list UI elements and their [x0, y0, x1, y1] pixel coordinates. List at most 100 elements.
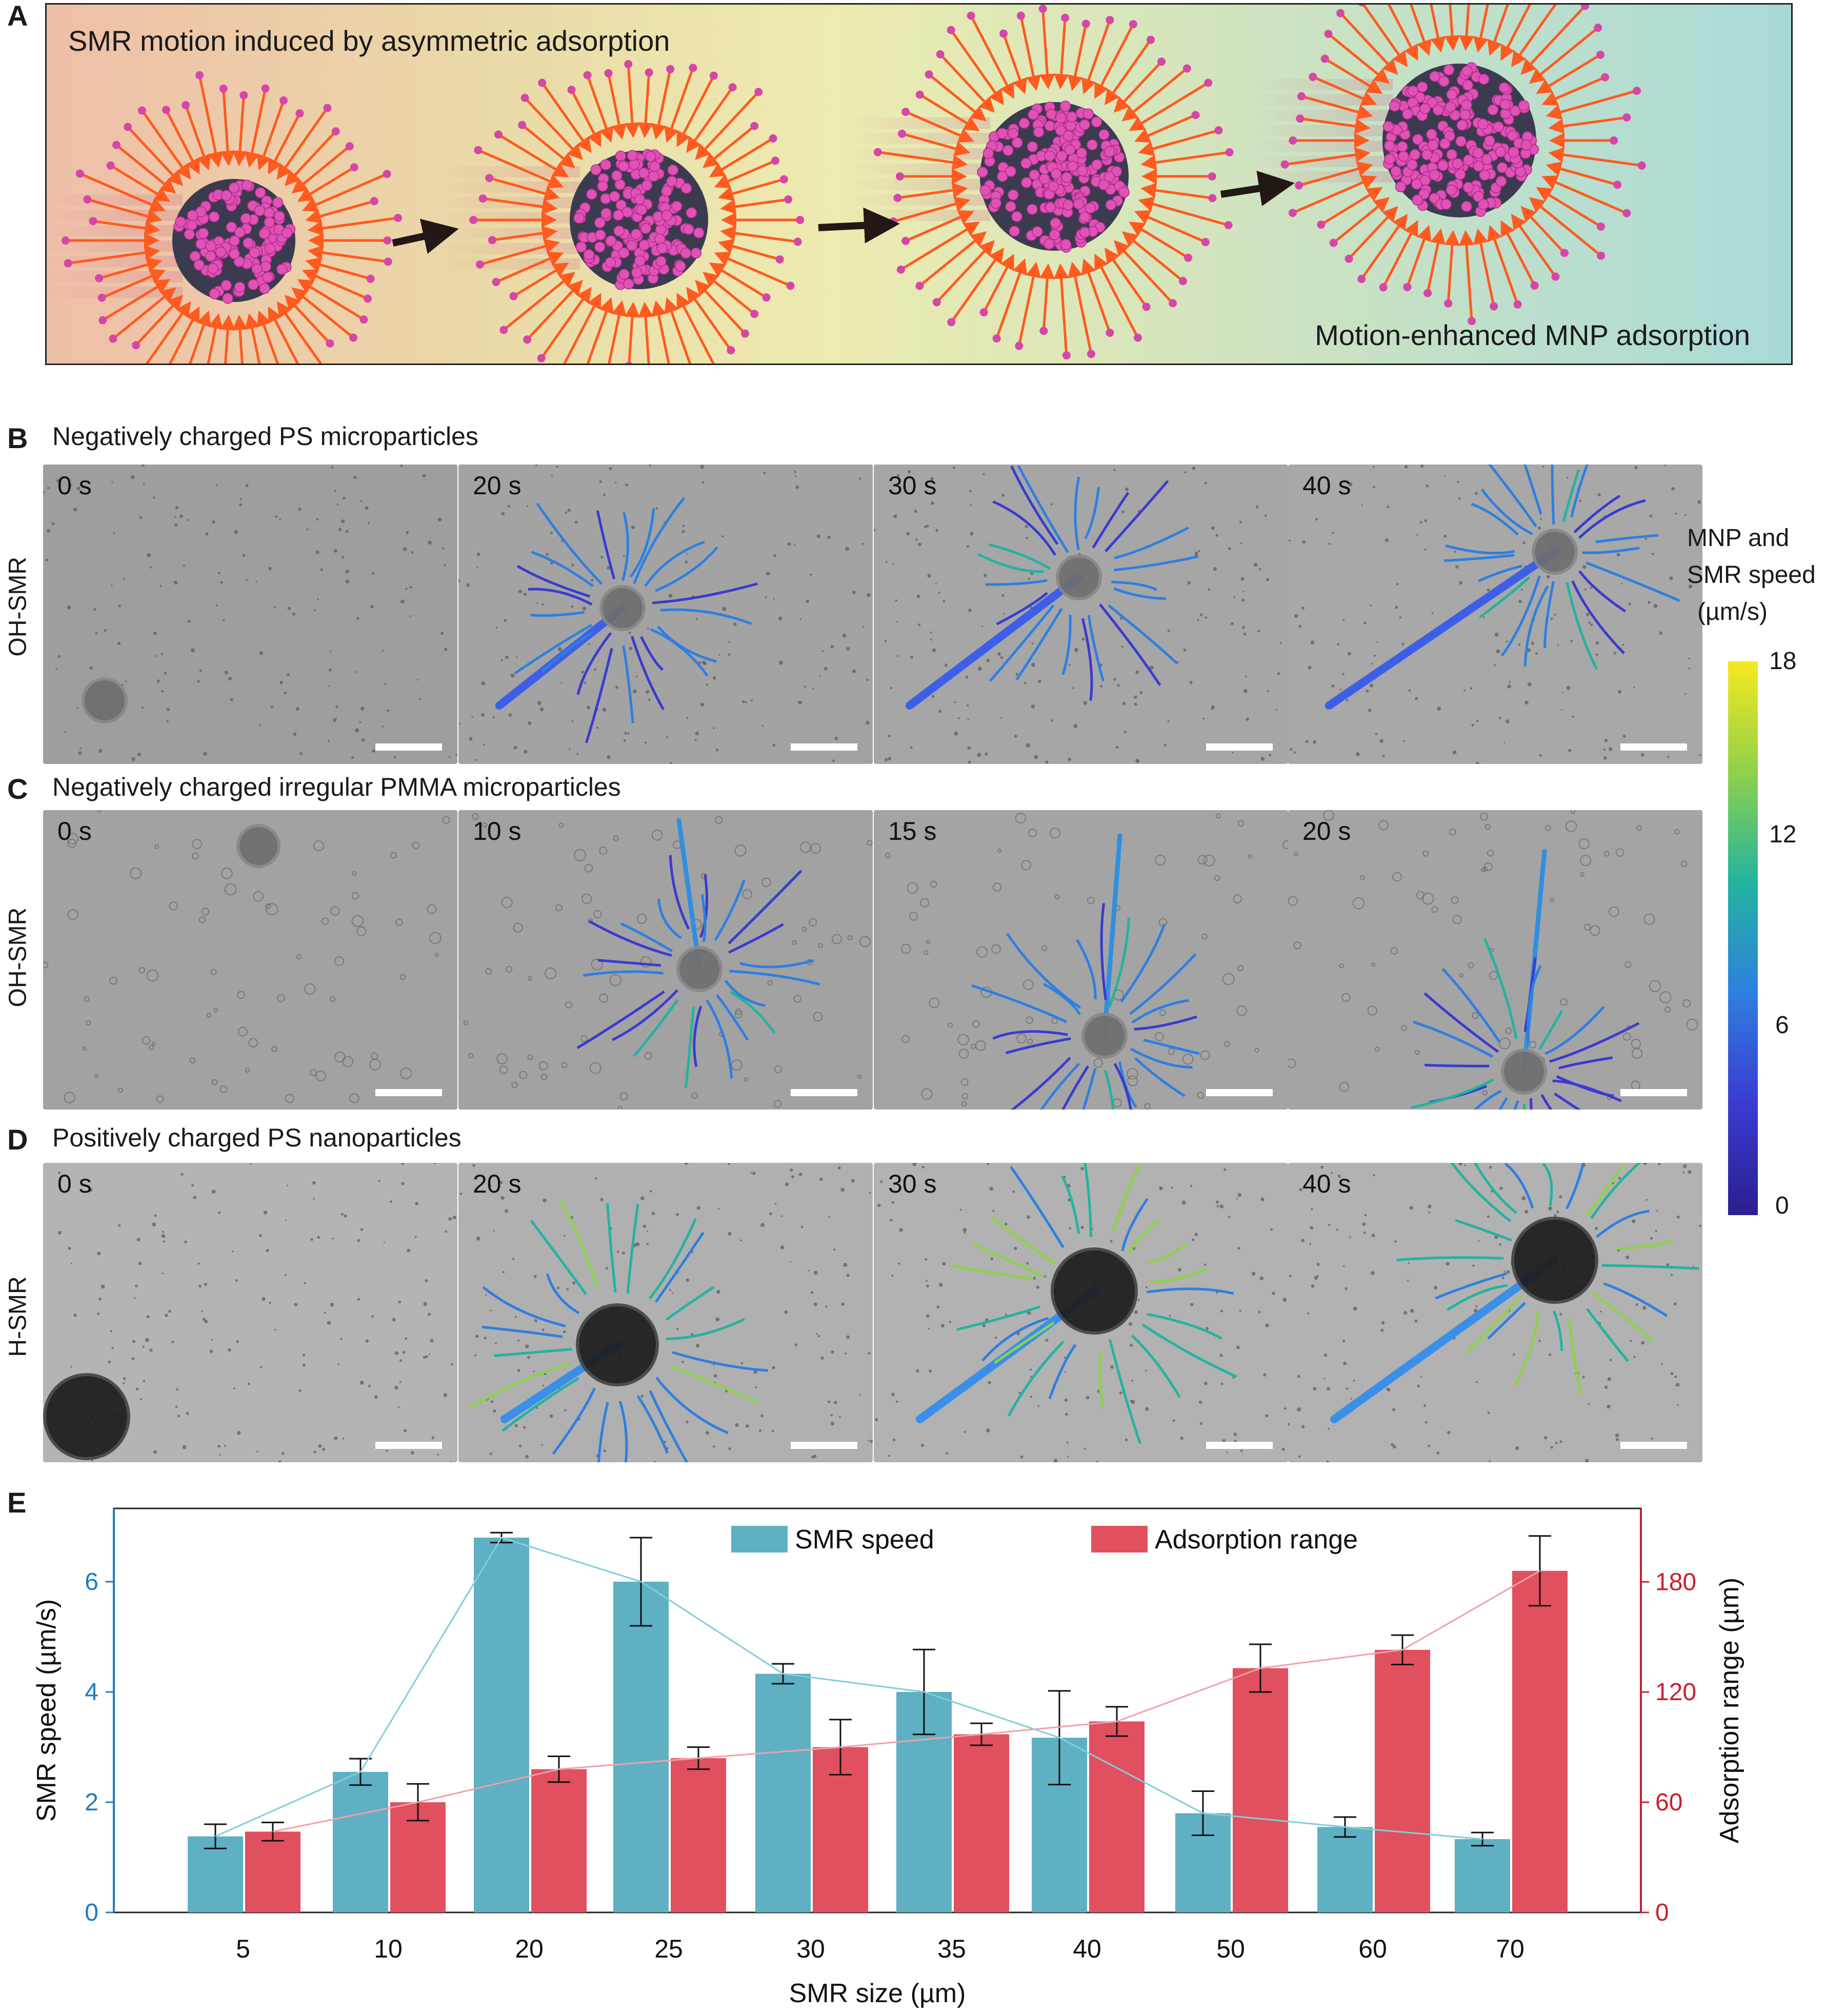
background-particle [434, 1163, 436, 1164]
background-particle [142, 1345, 145, 1348]
background-particle [1073, 724, 1078, 728]
background-particle [989, 1186, 993, 1191]
background-particle [1289, 539, 1291, 542]
mnp-particle [1015, 341, 1024, 350]
background-particle [218, 572, 221, 575]
background-particle [394, 1351, 399, 1355]
background-particle [518, 1444, 522, 1447]
background-particle [1356, 752, 1360, 756]
background-particle [1125, 487, 1129, 491]
mnp-trajectory [951, 1264, 1034, 1281]
background-particle [755, 1386, 757, 1389]
mnp-trajectory [1558, 1056, 1613, 1070]
background-particle [175, 1405, 178, 1408]
mnp-particle [106, 161, 115, 170]
mnp-particle [1060, 238, 1072, 250]
background-particle [733, 622, 737, 626]
x-tick-label: 10 [374, 1934, 403, 1963]
mnp-particle [779, 175, 788, 184]
background-particle [1080, 1167, 1084, 1171]
mnp-particle [1295, 181, 1303, 190]
mnp-particle [611, 170, 623, 182]
background-particle [109, 976, 117, 985]
background-particle [1649, 514, 1653, 517]
background-particle [274, 1328, 276, 1331]
adsorption-arrow [714, 251, 791, 287]
mnp-particle [1379, 283, 1388, 292]
x-tick-label: 60 [1358, 1934, 1387, 1963]
adsorption-arrow [982, 253, 1014, 313]
mnp-particle [1008, 189, 1019, 200]
background-particle [1681, 860, 1688, 868]
background-particle [1499, 1037, 1511, 1050]
adsorption-arrow [664, 67, 694, 143]
background-particle [1328, 1427, 1330, 1430]
background-particle [1288, 1423, 1290, 1426]
mnp-particle [1208, 172, 1216, 180]
background-particle [501, 512, 505, 516]
background-particle [935, 529, 938, 532]
background-particle [1449, 829, 1456, 836]
background-particle [302, 1363, 306, 1367]
background-particle [810, 843, 821, 854]
background-particle [1650, 1237, 1653, 1240]
mnp-particle [1182, 64, 1191, 73]
mnp-particle [567, 86, 576, 94]
background-particle [1086, 1396, 1090, 1400]
background-particle [209, 1349, 213, 1353]
mnp-trajectory [1111, 580, 1157, 591]
background-particle [1168, 1047, 1175, 1055]
mnp-particle [641, 179, 653, 191]
mnp-trajectory [1473, 1090, 1502, 1110]
adsorption-arrow [703, 125, 755, 169]
mnp-particle [478, 194, 487, 203]
background-particle [180, 1173, 184, 1176]
mnp-particle [932, 298, 941, 307]
background-particle [298, 1389, 302, 1393]
mnp-trajectory [1443, 554, 1515, 562]
background-particle [772, 1366, 775, 1369]
background-particle [1215, 813, 1221, 819]
background-particle [574, 520, 578, 524]
background-particle [1499, 1243, 1502, 1246]
adsorption-arrow [232, 314, 248, 403]
smr-particle [599, 585, 646, 631]
background-particle [1556, 1211, 1559, 1214]
background-particle [423, 1302, 428, 1306]
mnp-particle [1129, 20, 1137, 29]
background-particle [502, 1271, 505, 1274]
background-particle [787, 542, 791, 546]
background-particle [1310, 640, 1315, 644]
adsorption-arrow [1140, 183, 1213, 199]
background-particle [1607, 1377, 1611, 1381]
background-particle [1167, 629, 1170, 632]
mnp-trajectory [1540, 1094, 1553, 1110]
background-particle [1327, 1387, 1330, 1390]
background-particle [930, 631, 932, 634]
background-particle [201, 908, 210, 916]
background-particle [790, 1168, 793, 1172]
background-particle [1392, 1445, 1396, 1449]
mnp-particle [741, 329, 750, 338]
mnp-particle [251, 263, 263, 275]
mnp-particle [597, 180, 609, 192]
mnp-trajectory [1061, 1175, 1080, 1234]
background-particle [859, 936, 871, 947]
adsorption-arrow [1094, 253, 1139, 338]
background-particle [926, 1279, 928, 1282]
background-particle [351, 892, 359, 900]
background-particle [1447, 1430, 1451, 1435]
mnp-particle [1079, 211, 1091, 223]
background-particle [247, 1382, 250, 1385]
frame-time-label: 40 s [1302, 1170, 1351, 1198]
background-particle [1636, 824, 1642, 831]
background-particle [1656, 1209, 1658, 1212]
mnp-particle [636, 204, 648, 215]
background-particle [967, 704, 969, 707]
panel-c-letter: C [7, 773, 28, 805]
mnp-trajectory [1074, 476, 1080, 550]
background-particle [1031, 642, 1034, 645]
speed-bar [755, 1674, 811, 1912]
background-particle [335, 705, 338, 708]
background-particle [580, 671, 584, 674]
